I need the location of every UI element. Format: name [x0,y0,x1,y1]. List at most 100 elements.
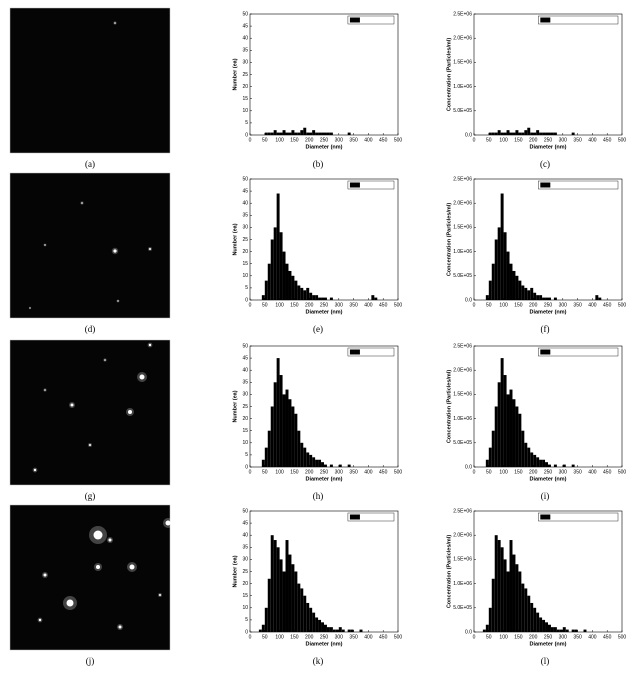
histogram-bar [598,297,602,300]
particle [44,244,46,246]
y-tick-label: 15 [242,593,248,599]
legend-swatch [540,349,551,355]
histogram-bar [300,130,304,135]
histogram-bar [371,295,375,300]
micrograph [9,172,171,319]
histogram-bar [288,270,292,300]
y-axis-label: Concentration (Particles/ml) [446,203,452,277]
y-axis-label: Number (ea) [232,390,238,422]
histogram-bar [485,459,489,467]
histogram-bar [294,571,298,632]
histogram-bar [329,464,333,467]
histogram-bar [291,275,295,300]
histogram-bar [530,287,534,300]
histogram-bar [488,132,492,135]
x-tick-label: 300 [559,137,568,143]
histogram-bar [335,629,339,632]
y-tick-label: 45 [242,23,248,29]
histogram-bar [300,442,304,467]
y-tick-label: 0 [245,464,248,470]
histogram-bar [297,583,301,632]
histogram-bar [542,459,546,467]
histogram-bar [542,619,546,632]
histogram-bar [545,462,548,467]
y-tick-label: 40 [242,533,248,539]
histogram-bar [491,578,495,632]
particle [118,625,122,629]
histogram-bar [315,295,319,300]
histogram-bar [279,559,283,632]
histogram-bar [321,297,324,300]
histogram-bar [276,358,280,467]
y-tick-label: 5 [245,452,248,458]
histogram-bar [288,554,292,632]
histogram-chart: 0.0 5.0E+05 1.0E+06 1.5E+06 2.0E+06 2.5E+06 0 5… [446,176,626,315]
x-tick-label: 0 [473,634,476,640]
x-tick-label: 350 [349,469,358,475]
histogram-bar [512,132,516,135]
y-axis-label: Number (ea) [232,58,238,90]
histogram-bar [285,389,289,467]
x-axis-label: Diameter (nm) [530,641,567,647]
x-tick-label: 300 [559,302,568,308]
histogram-bar [488,607,492,632]
histogram-bar [509,389,513,467]
histogram-bar [527,447,531,467]
y-tick-label: 2.0E+06 [453,368,472,374]
particle [159,594,161,596]
x-tick-label: 150 [514,469,523,475]
y-tick-label: 5 [245,285,248,291]
particle [81,202,83,204]
histogram-bar [270,239,274,300]
histogram-bar [306,287,310,300]
histogram-bar [267,430,271,467]
x-tick-label: 450 [603,469,612,475]
histogram-bar [536,612,540,632]
histogram-bar [261,624,265,632]
histogram-bar [303,127,307,135]
x-tick-label: 450 [379,634,388,640]
histogram-bar [294,280,298,300]
histogram-bar [550,627,554,632]
particle [139,374,145,380]
histogram-bar [512,399,516,467]
histogram-bar [482,629,486,632]
histogram-bar [485,295,489,300]
y-axis-label: Number (ea) [232,223,238,255]
particle [43,573,47,577]
y-tick-label: 1.0E+06 [453,416,472,422]
y-tick-label: 50 [242,176,248,182]
x-tick-label: 250 [544,469,553,475]
histogram-bar [562,627,566,632]
histogram-bar [497,540,501,632]
y-tick-label: 15 [242,428,248,434]
histogram-bar [494,132,498,135]
x-axis-label: Diameter (nm) [530,476,567,482]
histogram-bar [315,617,319,632]
x-tick-label: 150 [290,137,299,143]
y-tick-label: 0.0 [465,464,472,470]
histogram-bar [321,622,324,632]
x-tick-label: 0 [249,302,252,308]
histogram-bar [258,629,262,632]
particle [38,618,42,622]
histogram-bar [273,130,277,135]
histogram-bar [562,464,566,467]
histogram-bar [347,464,351,467]
histogram-bar [321,132,324,135]
particle [44,389,46,391]
histogram-bar [539,132,543,135]
y-axis-label: Concentration (Particles/ml) [446,535,452,609]
histogram-bar [318,459,322,467]
histogram-chart: 0.0 5.0E+05 1.0E+06 1.5E+06 2.0E+06 2.5E+06 0 5… [446,343,626,482]
histogram-bar [270,132,274,135]
y-tick-label: 40 [242,201,248,207]
x-tick-label: 250 [544,137,553,143]
histogram-bar [282,571,286,632]
histogram-bar [494,239,498,300]
x-tick-label: 150 [290,634,299,640]
x-tick-label: 400 [588,302,597,308]
x-tick-label: 400 [364,469,373,475]
y-tick-label: 0 [245,132,248,138]
histogram-bar [273,227,277,300]
